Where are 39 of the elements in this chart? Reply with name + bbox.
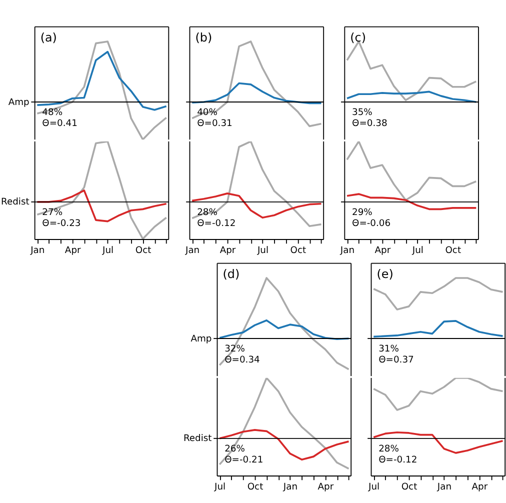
- x-tick-label: Apr: [64, 244, 82, 256]
- y-axis-title: Amp: [190, 333, 212, 344]
- x-tick-label: Oct: [290, 244, 307, 256]
- text: 31% Θ=0.37: [378, 343, 414, 366]
- x-tick-label: Jul: [102, 244, 114, 256]
- annotation: 28% Θ=-0.12: [197, 206, 236, 229]
- x-tick-label: Jul: [214, 481, 226, 492]
- annotation: 29% Θ=-0.06: [352, 206, 391, 229]
- x-tick-label: Apr: [472, 481, 488, 492]
- annotation: 26% Θ=-0.21: [224, 443, 264, 466]
- x-tick-label: Jan: [339, 244, 355, 256]
- x-tick-label: Jan: [30, 244, 45, 256]
- text: 35% Θ=0.38: [352, 106, 388, 129]
- annotation: 32% Θ=0.34: [224, 343, 260, 366]
- y-axis-title: Redist: [183, 433, 212, 444]
- x-tick-label: Jan: [184, 244, 200, 256]
- x-tick-label: Jan: [436, 481, 452, 492]
- chart-title: (c): [350, 30, 366, 44]
- x-tick-label: Apr: [374, 244, 391, 256]
- x-tick-label: Jul: [368, 481, 380, 492]
- x-tick-label: Oct: [247, 481, 264, 492]
- chart-title: (a): [40, 30, 57, 44]
- x-tick-label: Apr: [220, 244, 236, 256]
- x-tick-label: Oct: [401, 481, 418, 492]
- x-tick-label: Oct: [445, 244, 462, 256]
- y-axis-title: Amp: [8, 96, 30, 108]
- x-tick-label: Jul: [256, 244, 269, 256]
- y-axis-title: Redist: [1, 196, 30, 208]
- chart-title: (b): [195, 30, 212, 44]
- chart-title: (e): [376, 267, 394, 281]
- chart-title: (d): [222, 267, 240, 281]
- annotation: 27% Θ=-0.23: [42, 206, 81, 229]
- x-tick-label: Oct: [135, 244, 152, 256]
- annotation: 40% Θ=0.31: [197, 106, 232, 129]
- x-tick-label: Apr: [318, 481, 334, 492]
- annotation: 28% Θ=-0.12: [378, 443, 418, 466]
- annotation: 48% Θ=0.41: [42, 106, 78, 129]
- x-tick-label: Jan: [282, 481, 298, 492]
- x-tick-label: Jul: [411, 244, 424, 256]
